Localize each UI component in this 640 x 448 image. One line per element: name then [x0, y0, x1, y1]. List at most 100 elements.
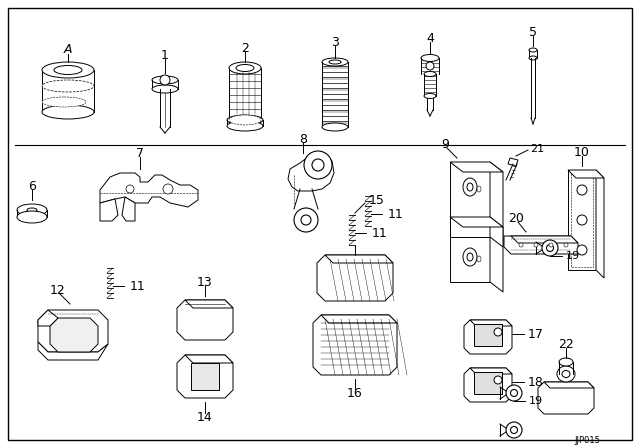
Polygon shape [568, 170, 596, 270]
Ellipse shape [42, 80, 94, 92]
Bar [474, 324, 502, 346]
Circle shape [301, 215, 311, 225]
Ellipse shape [54, 65, 82, 74]
Polygon shape [490, 217, 503, 247]
Polygon shape [508, 158, 518, 166]
Polygon shape [317, 255, 393, 301]
Ellipse shape [463, 248, 477, 266]
Ellipse shape [227, 121, 263, 131]
Ellipse shape [421, 55, 439, 61]
Circle shape [577, 245, 587, 255]
Ellipse shape [424, 94, 436, 99]
Text: A: A [64, 43, 72, 56]
Text: 11: 11 [388, 207, 404, 220]
Text: 18: 18 [528, 375, 544, 388]
Text: 3: 3 [331, 35, 339, 48]
Circle shape [163, 184, 173, 194]
Text: 20: 20 [508, 211, 524, 224]
Text: JJP015: JJP015 [574, 435, 600, 444]
Ellipse shape [547, 245, 554, 251]
Ellipse shape [42, 105, 94, 119]
Polygon shape [504, 236, 578, 254]
Ellipse shape [463, 178, 477, 196]
Polygon shape [450, 162, 490, 282]
Ellipse shape [477, 186, 481, 192]
Text: 22: 22 [558, 337, 574, 350]
Ellipse shape [529, 56, 537, 60]
Ellipse shape [529, 48, 537, 52]
Ellipse shape [467, 253, 473, 261]
Circle shape [519, 243, 523, 247]
Circle shape [304, 151, 332, 179]
Circle shape [312, 159, 324, 171]
Circle shape [564, 243, 568, 247]
Polygon shape [38, 310, 108, 352]
Text: 6: 6 [28, 180, 36, 193]
Ellipse shape [227, 115, 263, 125]
Circle shape [549, 243, 553, 247]
Text: 11: 11 [130, 280, 146, 293]
Circle shape [577, 185, 587, 195]
Circle shape [426, 62, 434, 70]
Ellipse shape [229, 115, 261, 125]
Circle shape [160, 75, 170, 85]
Text: 5: 5 [529, 26, 537, 39]
Ellipse shape [17, 211, 47, 223]
Ellipse shape [562, 370, 570, 378]
Polygon shape [100, 173, 198, 207]
Ellipse shape [506, 385, 522, 401]
Text: 14: 14 [197, 410, 213, 423]
Text: 19: 19 [566, 251, 580, 261]
Polygon shape [122, 197, 135, 221]
Polygon shape [450, 217, 503, 227]
Bar [474, 372, 502, 394]
Circle shape [294, 208, 318, 232]
Polygon shape [185, 300, 233, 308]
Ellipse shape [17, 204, 47, 216]
Polygon shape [177, 300, 233, 340]
Polygon shape [38, 342, 108, 360]
Polygon shape [464, 368, 512, 402]
Bar [571, 173, 593, 267]
Ellipse shape [511, 389, 518, 396]
Ellipse shape [559, 358, 573, 366]
Ellipse shape [477, 256, 481, 262]
Polygon shape [177, 355, 233, 398]
Text: 9: 9 [441, 138, 449, 151]
Polygon shape [596, 170, 604, 278]
Ellipse shape [236, 65, 254, 72]
Ellipse shape [152, 76, 178, 84]
Ellipse shape [322, 58, 348, 66]
Text: 15: 15 [369, 194, 385, 207]
Polygon shape [38, 310, 58, 326]
Ellipse shape [506, 422, 522, 438]
Polygon shape [470, 320, 512, 326]
Ellipse shape [229, 62, 261, 74]
Polygon shape [511, 236, 578, 243]
Polygon shape [185, 355, 233, 363]
Text: 8: 8 [299, 133, 307, 146]
Text: 17: 17 [528, 327, 544, 340]
Circle shape [126, 185, 134, 193]
Text: 12: 12 [50, 284, 66, 297]
Ellipse shape [329, 60, 341, 64]
Polygon shape [470, 368, 512, 374]
Polygon shape [191, 363, 219, 390]
Ellipse shape [27, 208, 37, 212]
Circle shape [494, 328, 502, 336]
Ellipse shape [152, 85, 178, 93]
Ellipse shape [557, 366, 575, 382]
Circle shape [494, 376, 502, 384]
Text: 1: 1 [161, 48, 169, 61]
Polygon shape [464, 320, 512, 354]
Polygon shape [544, 382, 594, 388]
Polygon shape [288, 157, 334, 191]
Text: 19: 19 [529, 396, 543, 406]
Ellipse shape [467, 183, 473, 191]
Ellipse shape [42, 62, 94, 78]
Ellipse shape [511, 426, 518, 434]
Text: 21: 21 [530, 144, 544, 154]
Circle shape [577, 215, 587, 225]
Polygon shape [321, 315, 397, 323]
Text: 7: 7 [136, 146, 144, 159]
